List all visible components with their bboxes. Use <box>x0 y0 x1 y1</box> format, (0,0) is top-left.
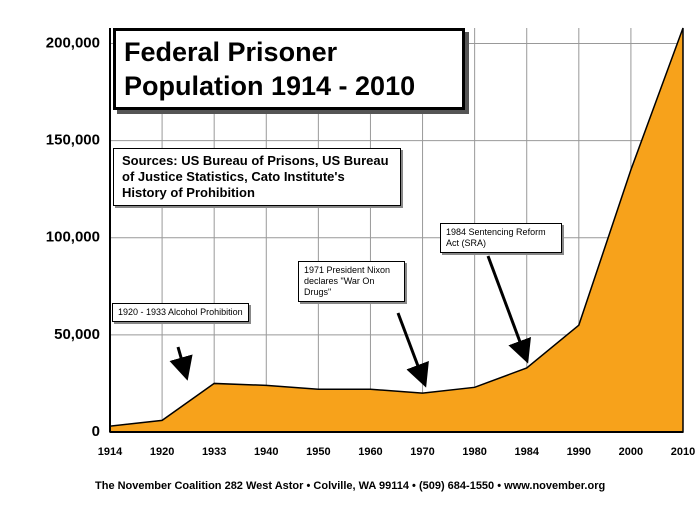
x-tick-label: 2000 <box>619 446 643 458</box>
y-tick-label: 150,000 <box>46 132 100 149</box>
y-tick-label: 50,000 <box>54 326 100 343</box>
annotation: 1920 - 1933 Alcohol Prohibition <box>112 303 249 322</box>
arrow <box>396 312 429 388</box>
arrow <box>486 255 531 364</box>
arrow <box>169 346 193 381</box>
area <box>109 27 684 433</box>
chart-title: Federal Prisoner Population 1914 - 2010 <box>113 28 465 110</box>
x-tick-label: 1920 <box>150 446 174 458</box>
y-tick-label: 100,000 <box>46 229 100 246</box>
x-tick-label: 2010 <box>671 446 695 458</box>
footer: The November Coalition 282 West Astor • … <box>95 480 606 492</box>
arrows <box>169 255 531 388</box>
y-tick-label: 200,000 <box>46 35 100 52</box>
x-tick-label: 1914 <box>98 446 123 458</box>
sources: Sources: US Bureau of Prisons, US Bureau… <box>113 148 401 206</box>
x-tick-label: 1970 <box>410 446 434 458</box>
annotation: 1971 President Nixon declares "War On Dr… <box>298 261 405 302</box>
x-tick-label: 1933 <box>202 446 226 458</box>
y-tick-label: 0 <box>92 423 100 440</box>
x-tick-label: 1960 <box>358 446 382 458</box>
x-tick-label: 1990 <box>567 446 591 458</box>
annotation: 1984 Sentencing Reform Act (SRA) <box>440 223 562 253</box>
x-tick-label: 1984 <box>514 446 539 458</box>
x-tick-label: 1940 <box>254 446 278 458</box>
x-tick-label: 1980 <box>462 446 486 458</box>
x-tick-label: 1950 <box>306 446 330 458</box>
